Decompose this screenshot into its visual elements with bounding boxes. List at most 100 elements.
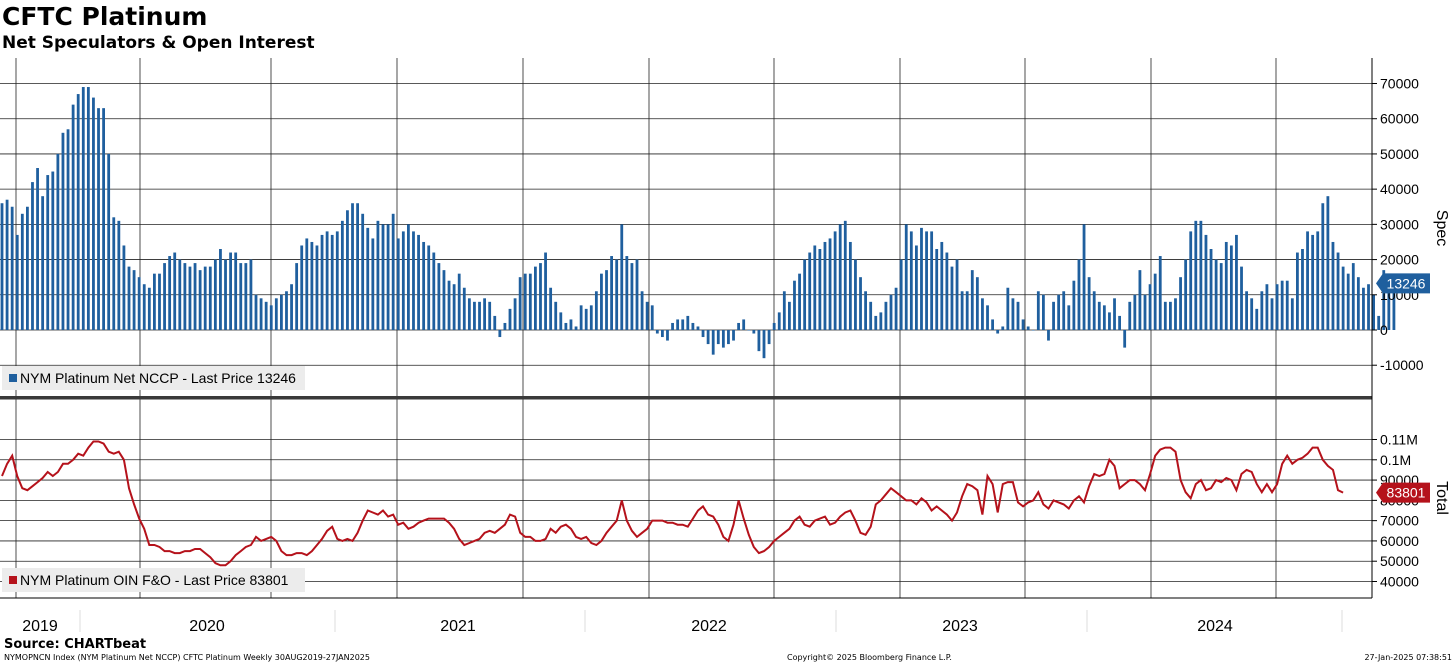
spec-bar [788,301,791,330]
spec-bar [290,284,293,330]
spec-bar [630,263,634,330]
spec-bar [1265,284,1269,330]
spec-bar [920,227,923,330]
spec-bar [579,305,583,330]
spec-bar [671,322,674,330]
spec-bar [909,231,913,330]
spec-bar [249,259,253,330]
spec-bar [1331,241,1335,330]
spec-bar [513,298,517,330]
spec-bar [462,287,466,330]
spec-bar [981,298,984,330]
spec-bar [610,256,613,330]
spec-bar [1057,294,1061,330]
spec-bar [666,330,669,341]
spec-bar [564,322,568,330]
spec-bar [991,319,994,330]
spec-bar [127,266,131,330]
total-tick-label: 0.11M [1380,432,1418,448]
spec-bar [950,266,954,330]
spec-bar [1382,270,1386,330]
spec-bar [833,231,837,330]
spec-bar [391,213,395,330]
spec-bar [1356,277,1360,330]
spec-bar [351,203,354,330]
spec-bar [132,270,136,330]
spec-bar [747,330,751,331]
spec-bar [457,273,461,330]
spec-bar [259,298,263,330]
spec-bar [285,291,288,330]
spec-bar [523,273,527,330]
spec-bar [589,305,593,330]
spec-bar [584,308,588,330]
total-panel-bg [0,399,1372,598]
spec-bar [356,203,359,330]
spec-bar [437,263,441,330]
spec-bar [559,312,563,330]
spec-bar [122,245,126,330]
spec-last-flag-label: 13246 [1387,275,1426,291]
spec-bar [15,234,19,330]
spec-bar [366,227,370,330]
spec-bar [996,330,1000,334]
spec-bar [168,256,172,330]
spec-bar [818,249,822,330]
spec-bar [41,196,45,330]
spec-bar [1062,291,1066,330]
spec-bar [757,330,761,352]
spec-bar [955,259,959,330]
spec-bar [315,245,319,330]
spec-bar [1362,287,1365,330]
spec-bar [427,245,431,330]
spec-bar [894,287,898,330]
spec-bar [300,245,304,330]
spec-bar [640,291,644,330]
spec-bar [803,259,807,330]
spec-bar [1036,291,1040,330]
spec-bar [793,280,796,330]
spec-bar [213,259,217,330]
spec-bar [1316,231,1320,330]
spec-bar [1321,203,1325,330]
spec-bar [203,266,207,330]
spec-bar [1042,294,1045,330]
spec-bar [869,301,873,330]
spec-bar [518,277,522,330]
x-tick-label-year: 2022 [691,618,727,635]
spec-bar [1377,315,1381,330]
spec-bar [193,263,197,330]
spec-tick-label: 40000 [1380,181,1419,197]
spec-bar [935,249,939,330]
spec-bar [503,322,507,330]
spec-bar [1392,283,1396,330]
footer-left: NYMOPNCN Index (NYM Platinum Net NCCP) C… [4,653,370,662]
spec-bar [244,263,248,330]
spec-bar [137,277,141,330]
spec-bar [1311,234,1315,330]
spec-bar [813,245,817,330]
spec-bar [620,224,624,330]
spec-bar [1372,294,1375,330]
spec-bar [854,259,857,330]
spec-bar [86,87,90,331]
spec-bar [335,231,339,330]
spec-tick-label: 50000 [1380,146,1419,162]
spec-bar [71,104,75,330]
spec-bar [655,330,659,334]
spec-tick-label: 60000 [1380,111,1419,127]
spec-bar [376,220,380,330]
spec-bar [1387,280,1391,330]
spec-bar [1067,305,1071,330]
spec-bar [1138,270,1142,330]
spec-bar [1092,291,1096,330]
spec-bar [10,206,14,330]
spec-bar [1097,301,1101,330]
total-legend-label: NYM Platinum OIN F&O - Last Price 83801 [20,572,289,588]
spec-bar [691,322,695,330]
spec-bar [254,294,258,330]
spec-bar [36,168,39,330]
spec-bar [838,224,842,330]
spec-bar [528,273,532,330]
